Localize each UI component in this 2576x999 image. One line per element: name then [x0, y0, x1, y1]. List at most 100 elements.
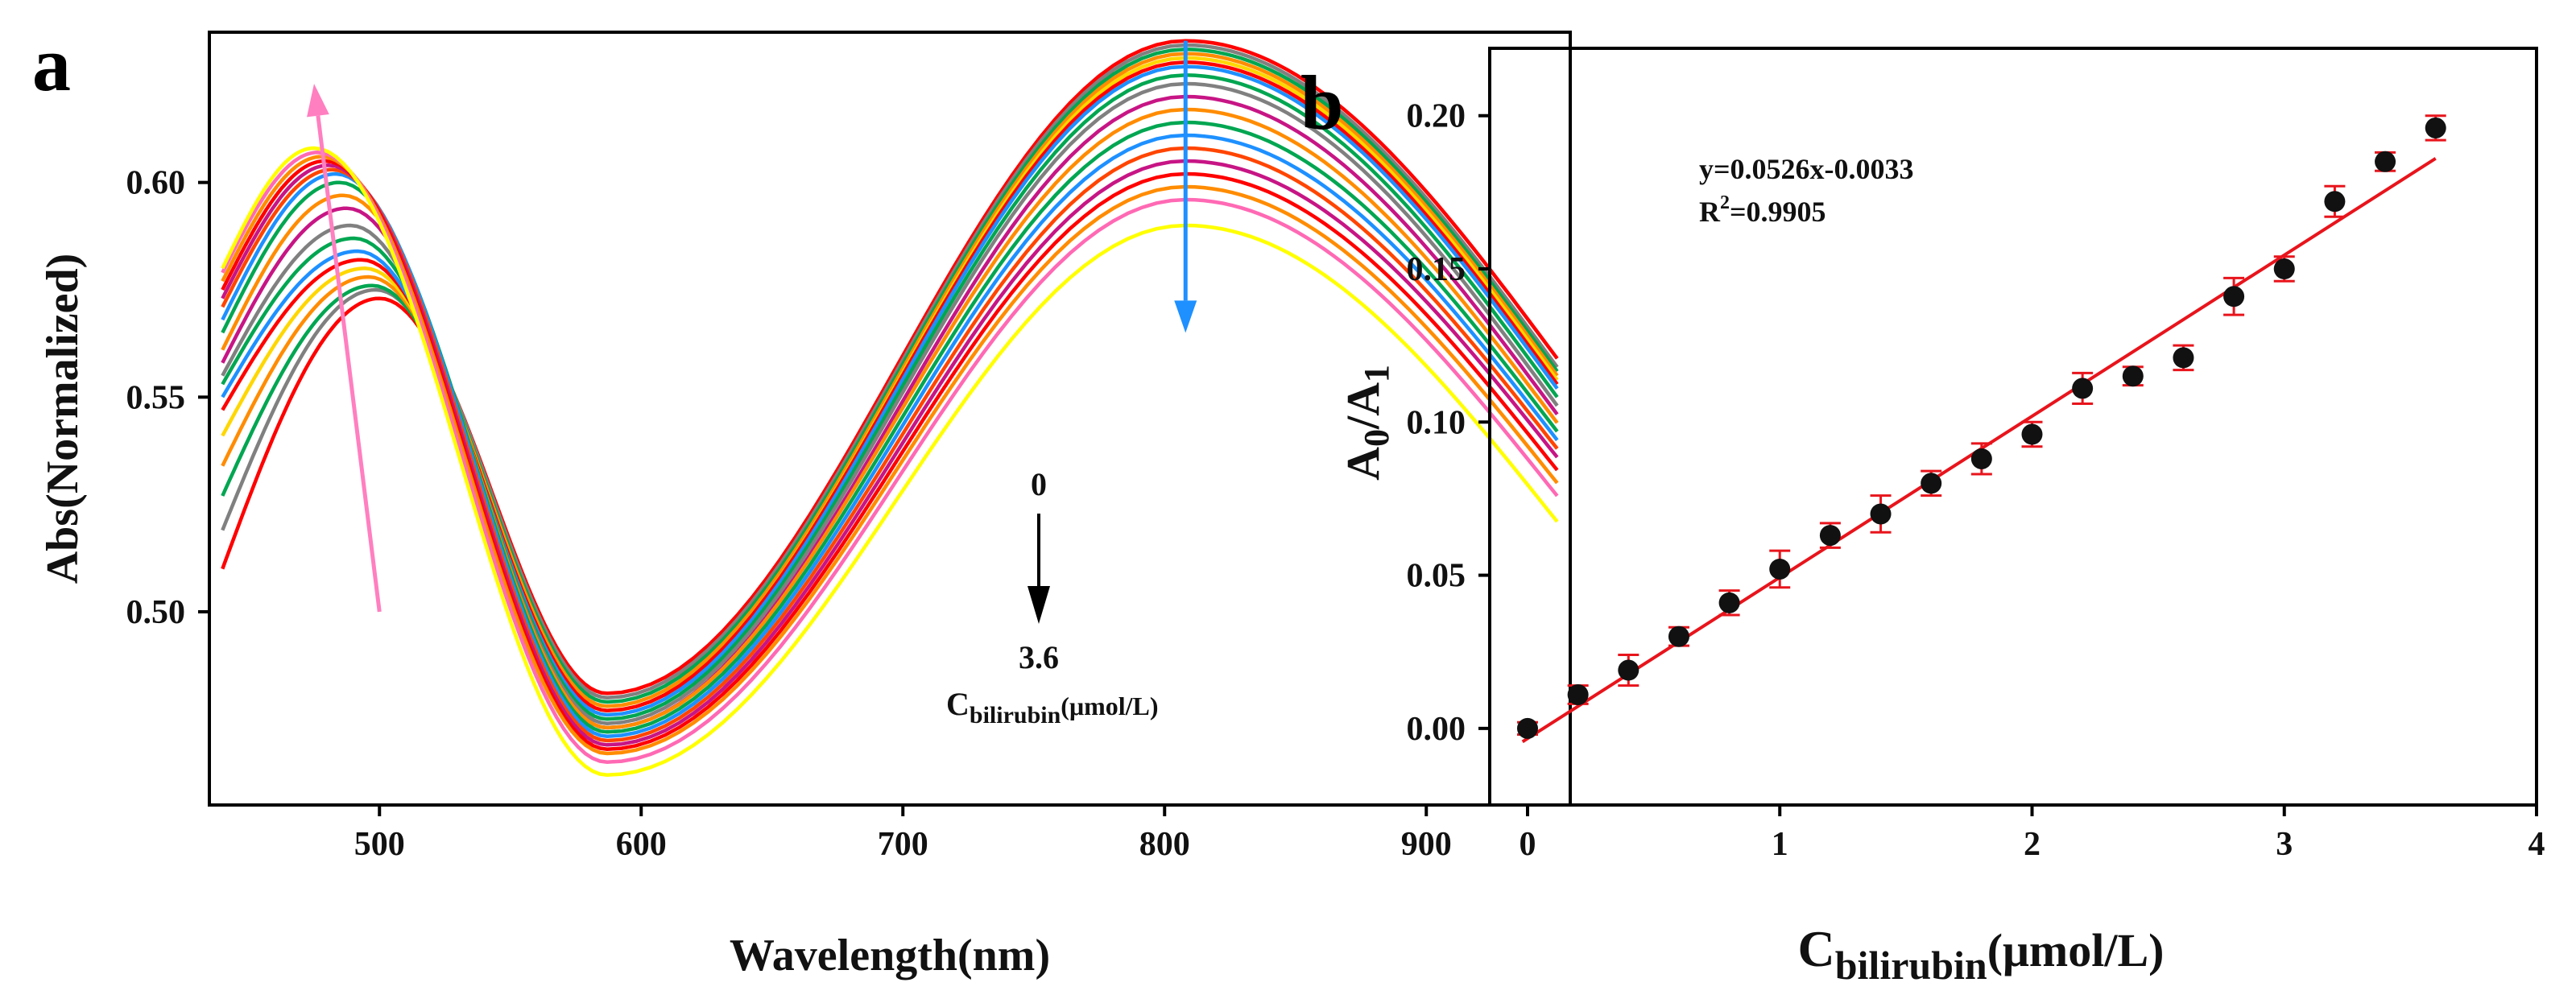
spectrum-line [221, 81, 1559, 725]
panel-a-ytick-label: 0.50 [126, 594, 186, 631]
data-point-group [2122, 365, 2144, 387]
spectrum-line [221, 52, 1559, 708]
data-point [2324, 191, 2346, 213]
panel-a-trend-arrows [307, 40, 1197, 613]
panel-b-ytick-label: 0.20 [1407, 98, 1466, 135]
data-point [1769, 558, 1791, 580]
panel-b-xlabel-unit: (μmol/L) [1987, 924, 2165, 976]
data-point [1668, 625, 1689, 647]
panel-b-ylabel: A0/A1 [1337, 365, 1396, 481]
panel-a-axes: 500 600 700 800 900 0.50 0.55 0.60 [126, 165, 1452, 863]
data-point-group [1819, 522, 1841, 549]
panel-b-label: b [1300, 60, 1343, 146]
panel-b: b 0 1 2 3 4 0.00 0.05 0.10 0.15 0.20 y=0.0526x-0.… [1300, 47, 2545, 988]
data-point-group [1921, 469, 1942, 497]
panel-a-spectra [221, 39, 1559, 777]
panel-a-xtick-label: 800 [1139, 826, 1190, 863]
panel-a: a 500 600 700 800 900 0.50 0.55 0.60 Abs(Normal… [32, 21, 1572, 980]
conc-arrow-head [1028, 586, 1050, 624]
panel-a-xtick-label: 600 [616, 826, 667, 863]
panel-a-xtick-label: 900 [1401, 826, 1452, 863]
spectrum-line [221, 43, 1559, 700]
peak1-trend-arrow-shaft [316, 115, 382, 613]
data-point-group [1870, 494, 1892, 534]
data-point-group [1516, 717, 1538, 739]
data-point [2223, 286, 2245, 308]
panel-a-ytick-label: 0.60 [126, 165, 186, 202]
spectrum-line [221, 73, 1559, 721]
data-point-group [1769, 549, 1791, 589]
spectrum-line [221, 155, 1559, 756]
spectrum-line [221, 60, 1559, 712]
data-point [1516, 717, 1538, 739]
panel-b-xtick-label: 4 [2528, 826, 2545, 863]
panel-b-xlabel-main: C [1798, 920, 1835, 977]
data-point-group [2273, 255, 2295, 283]
panel-b-ylabel-sub1: 1 [1357, 365, 1396, 382]
data-point-group [2324, 184, 2346, 218]
data-point-group [1718, 589, 1740, 617]
peak1-trend-arrow-head [307, 84, 329, 118]
spectrum-line [221, 47, 1559, 704]
panel-b-xtick-label: 2 [2024, 826, 2041, 863]
panel-b-xlabel: Cbilirubin(μmol/L) [1798, 920, 2165, 988]
panel-b-ytick-label: 0.00 [1407, 711, 1466, 748]
panel-a-xtick-label: 500 [354, 826, 405, 863]
fit-r2: R2=0.9905 [1699, 192, 1826, 228]
data-point [2072, 378, 2094, 399]
data-point-group [2425, 114, 2446, 142]
spectrum-line [221, 64, 1559, 717]
panel-b-ylabel-sub0: 0 [1357, 429, 1396, 447]
panel-b-ytick-label: 0.10 [1407, 404, 1466, 441]
conc-unit-unit: (μmol/L) [1061, 691, 1158, 720]
data-point-group [2173, 344, 2194, 372]
panel-a-label: a [32, 21, 71, 107]
conc-unit-label: Cbilirubin(μmol/L) [946, 686, 1159, 729]
spectrum-line [221, 159, 1559, 751]
data-point [2425, 117, 2446, 138]
data-point [2021, 423, 2043, 445]
conc-end-label: 3.6 [1019, 639, 1059, 675]
data-point [1970, 448, 1992, 469]
data-point [1819, 525, 1841, 547]
data-point-group [1668, 625, 1689, 647]
fit-r2-sup: 2 [1720, 192, 1730, 213]
panel-b-axes: 0 1 2 3 4 0.00 0.05 0.10 0.15 0.20 [1407, 98, 2545, 863]
panel-b-frame [1488, 47, 2538, 807]
data-point-group [1618, 654, 1639, 687]
panel-b-xtick-label: 1 [1772, 826, 1788, 863]
data-point [1618, 659, 1639, 681]
fit-r2-prefix: R [1699, 196, 1721, 228]
fit-r2-value: =0.9905 [1730, 196, 1826, 228]
data-point [2122, 365, 2144, 387]
panel-b-xlabel-sub: bilirubin [1835, 943, 1987, 988]
spectrum-line [221, 151, 1559, 764]
spectrum-line [221, 146, 1559, 743]
panel-b-points [1516, 114, 2446, 739]
data-point [1870, 503, 1892, 525]
conc-unit-sub: bilirubin [970, 702, 1061, 729]
conc-unit-main: C [946, 686, 970, 722]
data-point-group [2375, 151, 2396, 172]
data-point [1921, 473, 1942, 494]
data-point [2375, 151, 2396, 172]
spectrum-line [221, 133, 1559, 738]
panel-b-ylabel-main: A [1337, 447, 1389, 481]
panel-b-ytick-label: 0.05 [1407, 558, 1466, 595]
spectrum-line [221, 39, 1559, 696]
data-point [1567, 683, 1589, 705]
data-point-group [2072, 371, 2094, 405]
panel-a-frame [208, 31, 1572, 807]
panel-b-xtick-label: 3 [2276, 826, 2293, 863]
panel-b-ytick-label: 0.15 [1407, 251, 1466, 288]
data-point [2173, 347, 2194, 369]
panel-a-xlabel: Wavelength(nm) [730, 931, 1050, 980]
panel-a-xtick-label: 700 [878, 826, 928, 863]
data-point-group [1970, 442, 1992, 476]
data-point [1718, 592, 1740, 613]
spectrum-line [221, 146, 1559, 777]
spectrum-line [221, 159, 1559, 747]
data-point-group [2021, 420, 2043, 448]
peak2-trend-arrow-head [1174, 300, 1197, 333]
panel-a-ytick-label: 0.55 [126, 379, 186, 416]
